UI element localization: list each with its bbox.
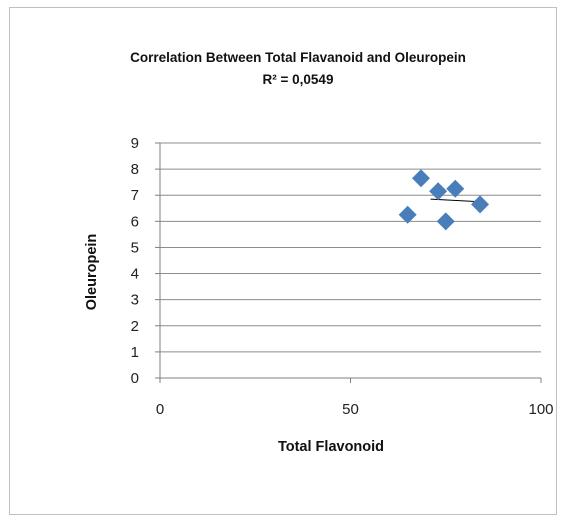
y-tick-label: 9 bbox=[131, 135, 139, 152]
x-tick-labels: 0 50 100 bbox=[156, 378, 554, 418]
gridlines bbox=[160, 142, 541, 353]
axes bbox=[159, 143, 541, 379]
x-tick-label: 50 bbox=[342, 401, 359, 418]
data-point bbox=[429, 182, 448, 201]
chart-subtitle: R² = 0,0549 bbox=[263, 72, 334, 87]
data-points bbox=[398, 169, 490, 231]
x-tick-label: 100 bbox=[528, 401, 553, 418]
data-point bbox=[398, 205, 417, 224]
y-tick-labels: 0 1 2 3 4 5 6 7 8 9 bbox=[131, 135, 160, 387]
data-point bbox=[436, 212, 455, 231]
y-tick-label: 5 bbox=[131, 239, 139, 256]
y-tick-label: 4 bbox=[131, 266, 139, 283]
y-tick-label: 7 bbox=[131, 187, 139, 204]
y-tick-label: 2 bbox=[131, 318, 139, 335]
y-axis-label: Oleuropein bbox=[84, 234, 100, 311]
y-tick-label: 8 bbox=[131, 161, 139, 178]
chart-title: Correlation Between Total Flavanoid and … bbox=[130, 50, 466, 65]
data-point bbox=[471, 195, 490, 214]
y-tick-label: 1 bbox=[131, 344, 139, 361]
x-axis-label: Total Flavonoid bbox=[278, 439, 384, 455]
y-tick-label: 3 bbox=[131, 292, 139, 309]
y-tick-label: 0 bbox=[131, 370, 139, 387]
data-point bbox=[411, 169, 430, 188]
data-point bbox=[446, 179, 465, 198]
chart-frame bbox=[9, 7, 557, 515]
x-tick-label: 0 bbox=[156, 401, 164, 418]
y-tick-label: 6 bbox=[131, 213, 139, 230]
